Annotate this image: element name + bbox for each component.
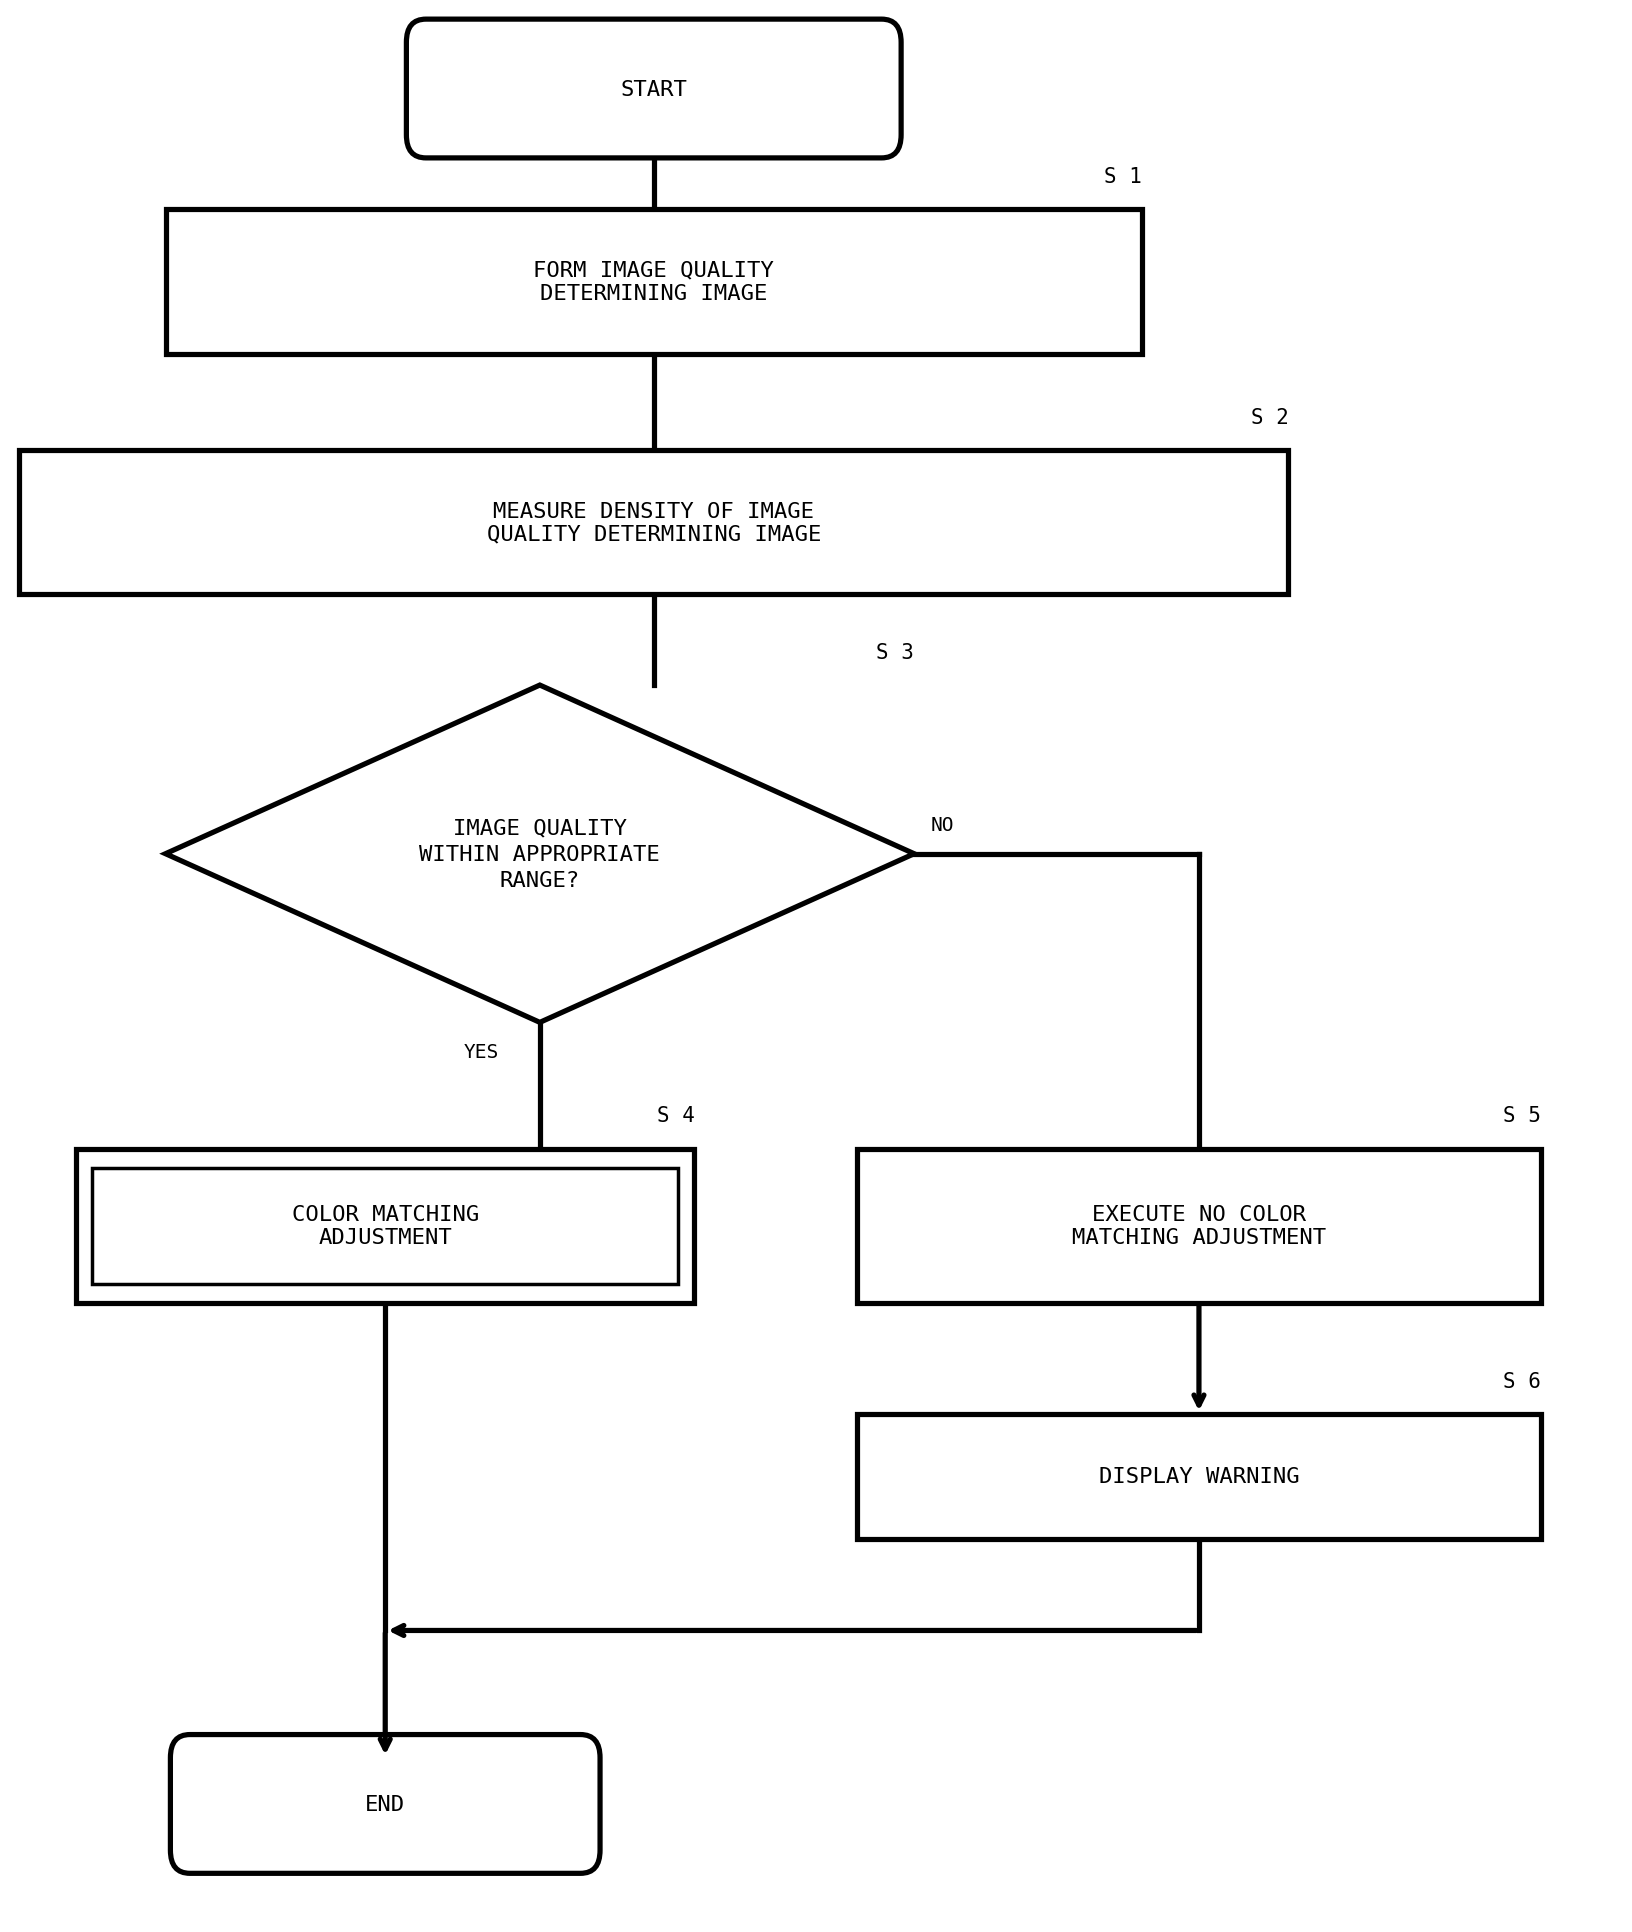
Text: EXECUTE NO COLOR
MATCHING ADJUSTMENT: EXECUTE NO COLOR MATCHING ADJUSTMENT — [1071, 1204, 1325, 1248]
Text: COLOR MATCHING
ADJUSTMENT: COLOR MATCHING ADJUSTMENT — [292, 1204, 478, 1248]
Text: S 4: S 4 — [656, 1105, 694, 1126]
Text: S 3: S 3 — [876, 643, 914, 663]
Text: S 6: S 6 — [1501, 1372, 1539, 1391]
Text: S 2: S 2 — [1250, 408, 1288, 427]
Text: END: END — [366, 1795, 405, 1814]
Text: S 5: S 5 — [1501, 1105, 1539, 1126]
Bar — [857, 1414, 1539, 1540]
FancyBboxPatch shape — [406, 19, 901, 158]
Bar — [165, 211, 1141, 354]
Bar — [77, 1150, 694, 1302]
Text: MEASURE DENSITY OF IMAGE
QUALITY DETERMINING IMAGE: MEASURE DENSITY OF IMAGE QUALITY DETERMI… — [486, 500, 821, 545]
Text: IMAGE QUALITY
WITHIN APPROPRIATE
RANGE?: IMAGE QUALITY WITHIN APPROPRIATE RANGE? — [419, 817, 659, 891]
Polygon shape — [165, 686, 914, 1022]
Text: S 1: S 1 — [1103, 166, 1141, 187]
FancyBboxPatch shape — [170, 1735, 599, 1874]
Bar — [20, 450, 1288, 595]
Text: START: START — [620, 79, 687, 99]
Text: FORM IMAGE QUALITY
DETERMINING IMAGE: FORM IMAGE QUALITY DETERMINING IMAGE — [534, 261, 774, 303]
Text: DISPLAY WARNING: DISPLAY WARNING — [1098, 1466, 1299, 1486]
Bar — [857, 1150, 1539, 1302]
Bar — [93, 1169, 677, 1285]
Text: NO: NO — [930, 815, 953, 835]
Text: YES: YES — [463, 1041, 499, 1061]
